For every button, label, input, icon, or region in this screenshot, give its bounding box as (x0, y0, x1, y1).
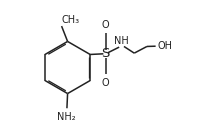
Text: NH₂: NH₂ (57, 112, 76, 122)
Text: CH₃: CH₃ (62, 15, 80, 25)
Text: S: S (101, 47, 110, 60)
Text: O: O (102, 20, 109, 30)
Text: NH: NH (114, 36, 129, 46)
Text: O: O (102, 78, 109, 88)
Text: OH: OH (158, 41, 173, 51)
